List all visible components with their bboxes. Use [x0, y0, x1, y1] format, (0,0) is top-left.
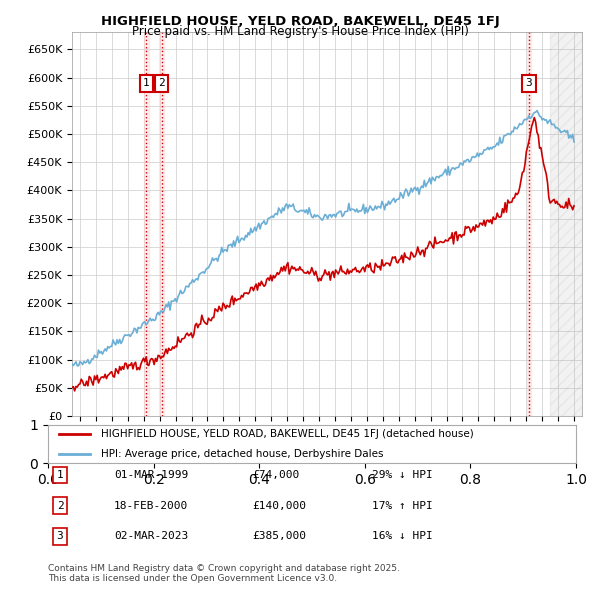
- Text: £74,000: £74,000: [252, 470, 299, 480]
- Text: HIGHFIELD HOUSE, YELD ROAD, BAKEWELL, DE45 1FJ (detached house): HIGHFIELD HOUSE, YELD ROAD, BAKEWELL, DE…: [101, 430, 473, 440]
- Text: 16% ↓ HPI: 16% ↓ HPI: [372, 532, 433, 541]
- Text: 1: 1: [143, 78, 150, 88]
- Bar: [550, 32, 582, 416]
- Text: 18-FEB-2000: 18-FEB-2000: [114, 501, 188, 510]
- Text: Contains HM Land Registry data © Crown copyright and database right 2025.
This d: Contains HM Land Registry data © Crown c…: [48, 563, 400, 583]
- Text: 1: 1: [56, 470, 64, 480]
- Bar: [144, 32, 149, 416]
- Text: 02-MAR-2023: 02-MAR-2023: [114, 532, 188, 541]
- Bar: [160, 32, 164, 416]
- Text: 01-MAR-1999: 01-MAR-1999: [114, 470, 188, 480]
- Text: 2: 2: [158, 78, 165, 88]
- Text: 2: 2: [56, 501, 64, 510]
- Text: £385,000: £385,000: [252, 532, 306, 541]
- Text: 3: 3: [526, 78, 532, 88]
- Bar: [527, 32, 532, 416]
- Text: Price paid vs. HM Land Registry's House Price Index (HPI): Price paid vs. HM Land Registry's House …: [131, 25, 469, 38]
- Text: 17% ↑ HPI: 17% ↑ HPI: [372, 501, 433, 510]
- Text: HIGHFIELD HOUSE, YELD ROAD, BAKEWELL, DE45 1FJ: HIGHFIELD HOUSE, YELD ROAD, BAKEWELL, DE…: [101, 15, 499, 28]
- Text: £140,000: £140,000: [252, 501, 306, 510]
- Text: 29% ↓ HPI: 29% ↓ HPI: [372, 470, 433, 480]
- Text: 3: 3: [56, 532, 64, 541]
- Text: HPI: Average price, detached house, Derbyshire Dales: HPI: Average price, detached house, Derb…: [101, 448, 383, 458]
